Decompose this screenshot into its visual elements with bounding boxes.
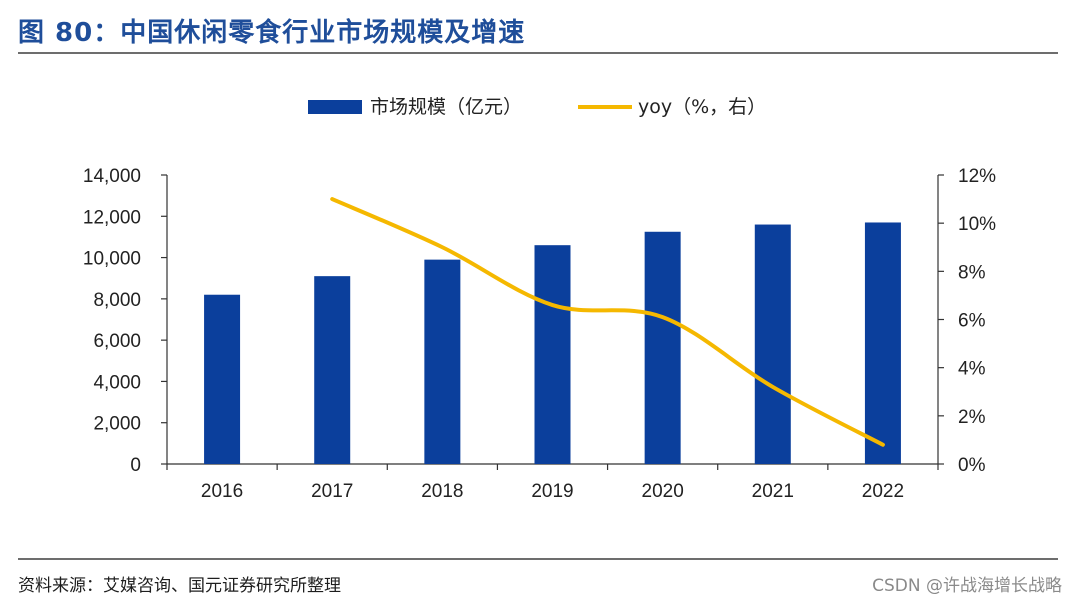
line-series	[330, 197, 885, 447]
legend-label-bar: 市场规模（亿元）	[370, 96, 522, 118]
source-note: 资料来源：艾媒咨询、国元证券研究所整理	[18, 576, 341, 596]
y-right-tick-label: 0%	[958, 455, 986, 476]
legend-swatch-bar	[308, 100, 362, 114]
bar	[644, 231, 681, 464]
y-right-tick-label: 4%	[958, 359, 986, 380]
legend-label-line: yoy（%，右）	[638, 96, 766, 118]
x-tick-label: 2022	[862, 481, 904, 502]
bar	[754, 224, 791, 464]
y-right-tick-label: 8%	[958, 262, 986, 283]
legend: 市场规模（亿元） yoy（%，右）	[308, 96, 766, 118]
watermark: CSDN @许战海增长战略	[872, 576, 1062, 596]
y-right-tick-label: 10%	[958, 214, 996, 235]
y-left-tick-label: 8,000	[93, 290, 141, 311]
y-left-tick-label: 0	[130, 455, 141, 476]
bottom-divider	[18, 558, 1058, 560]
y-right-tick-label: 12%	[958, 166, 996, 187]
bar	[204, 294, 241, 464]
yoy-line	[330, 197, 885, 447]
y-left-tick-label: 4,000	[93, 372, 141, 393]
chart: 市场规模（亿元） yoy（%，右） 0 2,000 4,000 6,000 8,000 10…	[83, 96, 996, 502]
bar-series	[204, 222, 901, 464]
x-tick-label: 2016	[201, 481, 243, 502]
x-tick-label: 2021	[752, 481, 794, 502]
x-tick-label: 2019	[531, 481, 573, 502]
y-left-tick-label: 2,000	[93, 414, 141, 435]
x-tick-label: 2018	[421, 481, 463, 502]
y-left-tick-label: 14,000	[83, 166, 141, 187]
axes: 0 2,000 4,000 6,000 8,000 10,000 12,000 14,000 0…	[83, 166, 996, 476]
x-tick-label: 2020	[642, 481, 684, 502]
x-tick-label: 2017	[311, 481, 353, 502]
bar	[314, 276, 351, 464]
x-tick-labels: 2016 2017 2018 2019 2020 2021 2022	[201, 481, 904, 502]
y-right-tick-label: 6%	[958, 311, 986, 332]
y-left-tick-label: 12,000	[83, 207, 141, 228]
figure-title: 图 80：中国休闲零食行业市场规模及增速	[18, 18, 526, 48]
bar	[424, 259, 461, 464]
top-divider	[18, 52, 1058, 54]
bar	[534, 245, 571, 464]
bar	[864, 222, 901, 464]
y-left-tick-label: 10,000	[83, 249, 141, 270]
y-right-tick-label: 2%	[958, 407, 986, 428]
y-left-tick-label: 6,000	[93, 331, 141, 352]
